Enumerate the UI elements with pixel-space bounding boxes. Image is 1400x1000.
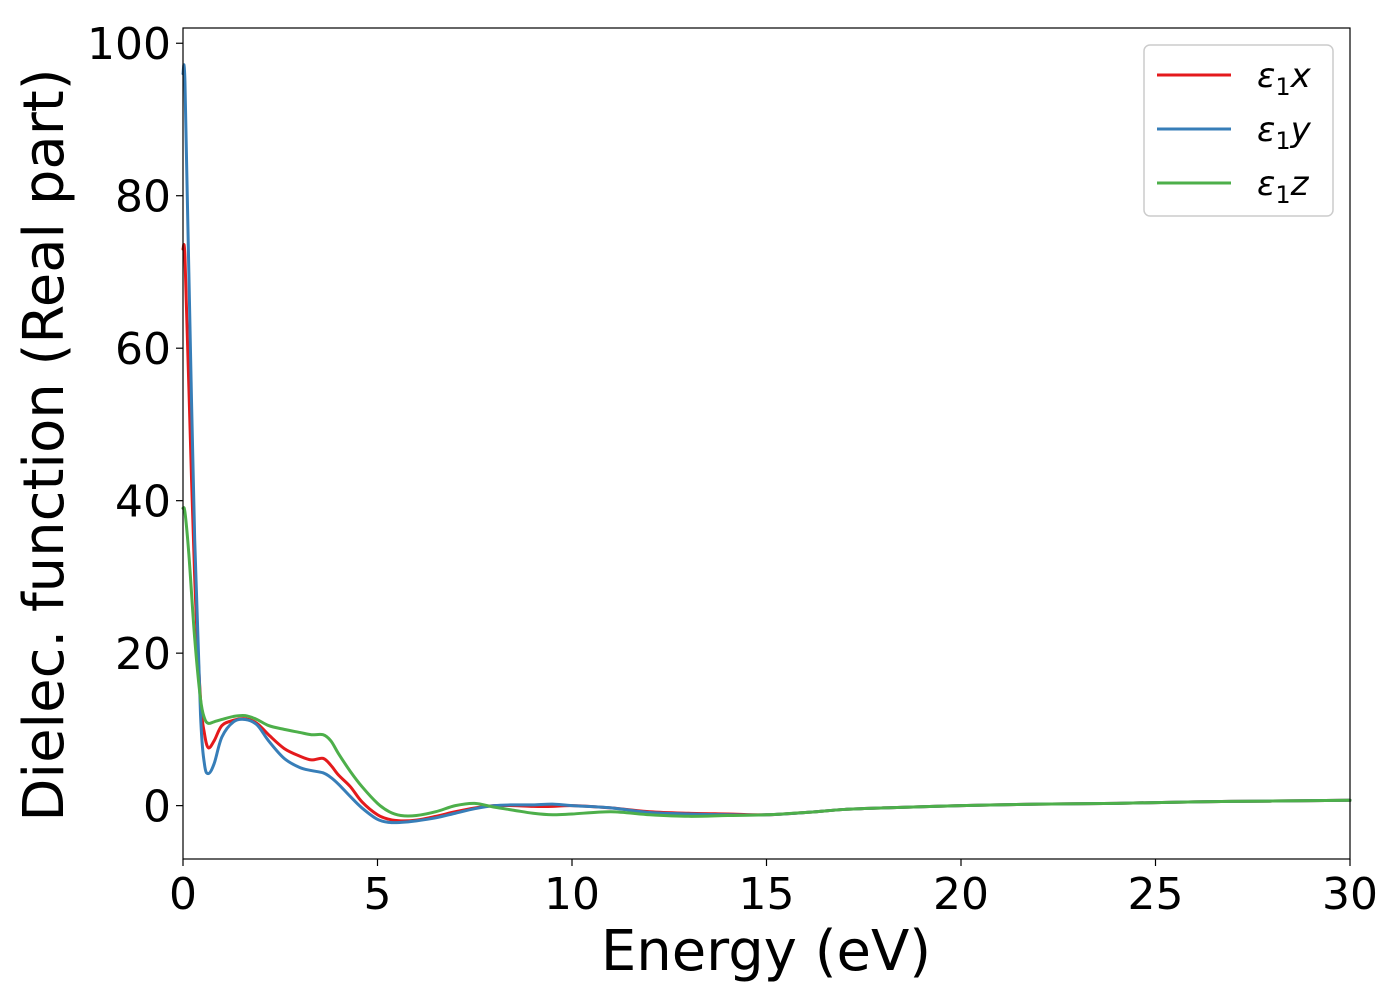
x-tick-label: 20 [933, 869, 989, 920]
legend-label-x: ε1x [1257, 56, 1312, 101]
y-tick-label: 100 [87, 19, 171, 70]
y-tick-label: 40 [115, 477, 171, 528]
x-tick-label: 25 [1128, 869, 1184, 920]
y-tick-label: 60 [115, 324, 171, 375]
y-axis: 0 20 40 60 80 100 [87, 19, 183, 833]
x-tick-label: 10 [544, 869, 600, 920]
x-tick-label: 30 [1322, 869, 1378, 920]
legend-box [1143, 44, 1334, 217]
x-tick-label: 15 [739, 869, 795, 920]
y-axis-title: Dielec. function (Real part) [12, 68, 77, 821]
x-tick-label: 0 [169, 869, 197, 920]
x-axis: 0 5 10 15 20 25 30 [169, 859, 1378, 920]
x-tick-label: 5 [364, 869, 392, 920]
legend: ε1x ε1y ε1z [1143, 44, 1334, 217]
y-tick-label: 0 [143, 782, 171, 833]
series-line-z [181, 506, 1352, 818]
series-layer [181, 63, 1352, 825]
legend-label-y: ε1y [1257, 110, 1312, 155]
legend-label-z: ε1z [1257, 164, 1310, 209]
x-axis-title: Energy (eV) [601, 919, 931, 984]
y-tick-label: 80 [115, 172, 171, 223]
y-tick-label: 20 [115, 629, 171, 680]
